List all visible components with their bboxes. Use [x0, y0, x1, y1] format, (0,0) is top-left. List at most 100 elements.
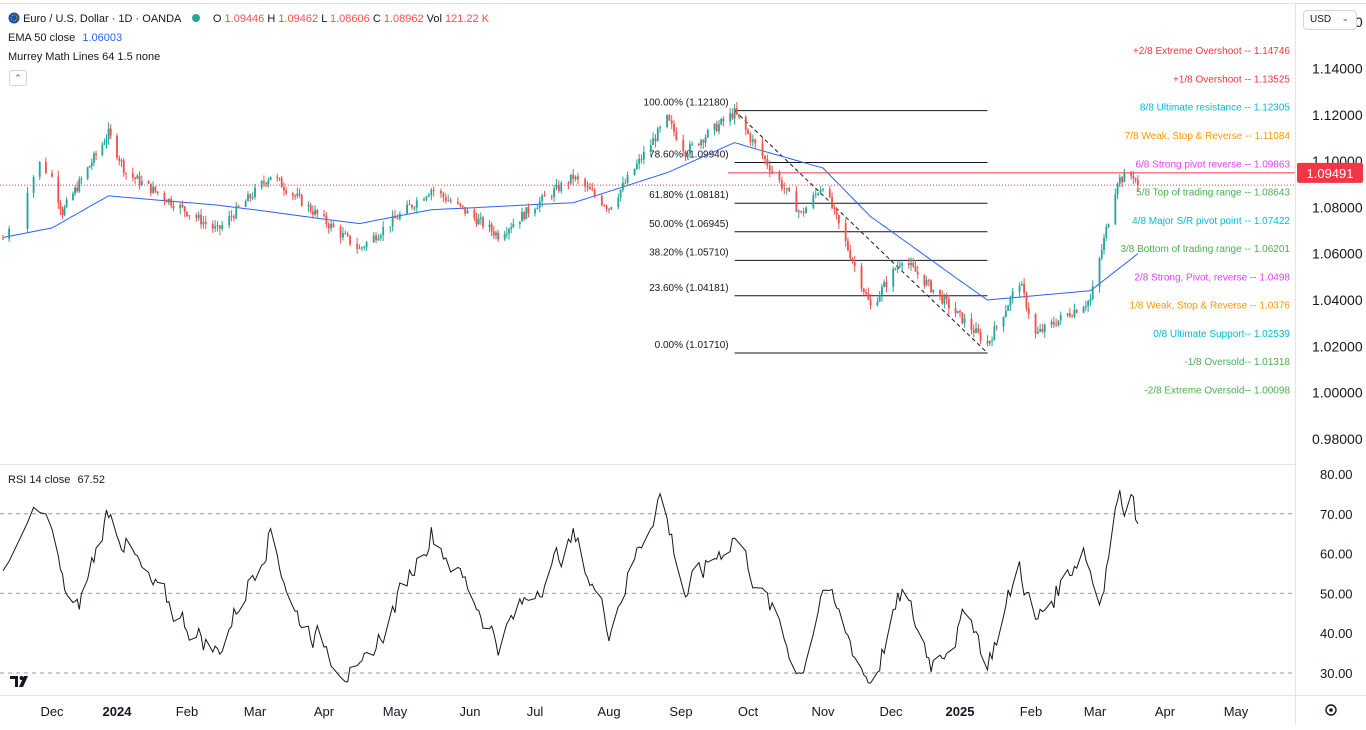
candle-body	[1082, 307, 1085, 313]
candle-body	[814, 193, 817, 195]
candle-body	[447, 200, 450, 202]
candle-body	[847, 240, 849, 251]
candle-body	[136, 175, 139, 179]
logo-t-shape	[10, 676, 18, 687]
candle-body	[738, 114, 740, 118]
candle	[733, 103, 736, 125]
candle	[831, 192, 833, 210]
symbol-title[interactable]: Euro / U.S. Dollar · 1D · OANDA	[23, 13, 181, 25]
candle	[216, 221, 219, 232]
candle	[482, 215, 484, 230]
candle-body	[735, 107, 738, 115]
candle	[1027, 302, 1030, 319]
candle	[932, 289, 935, 295]
candle	[608, 208, 610, 214]
candle-body	[862, 288, 865, 292]
candle-body	[1087, 301, 1090, 307]
candle	[327, 221, 330, 234]
candle	[411, 204, 413, 210]
candle-body	[140, 181, 143, 185]
candle-body	[408, 204, 411, 206]
candle-body	[656, 128, 659, 142]
candle	[492, 226, 495, 240]
candle	[534, 207, 536, 217]
time-axis-tick: Jun	[460, 704, 481, 719]
murrey-line-label: 4/8 Major S/R pivot point -- 1.07422	[1132, 216, 1290, 227]
candle-body	[686, 153, 689, 158]
candle-body	[109, 128, 112, 136]
candle-body	[652, 138, 655, 146]
candle-body	[819, 190, 822, 194]
candle-body	[411, 205, 413, 208]
settings-gear-icon[interactable]	[1325, 704, 1337, 716]
ema-legend[interactable]: EMA 50 close 1.06003	[8, 32, 122, 44]
candle-body	[88, 166, 91, 168]
candle	[749, 131, 752, 146]
candle	[635, 159, 638, 171]
candle-body	[635, 163, 638, 169]
ema-50-layer	[2, 142, 1139, 301]
currency-selector[interactable]: USD ⌄	[1303, 10, 1357, 30]
candle	[567, 180, 570, 190]
candle	[477, 213, 480, 225]
murrey-legend[interactable]: Murrey Math Lines 64 1.5 none	[8, 51, 160, 63]
candle-body	[186, 211, 188, 217]
rsi-legend[interactable]: RSI 14 close 67.52	[8, 474, 105, 486]
candle-body	[993, 326, 996, 341]
candle	[197, 211, 200, 221]
candle	[689, 140, 691, 158]
candle-body	[1020, 284, 1023, 286]
candle-body	[991, 340, 993, 342]
candle-body	[413, 207, 416, 209]
candle-body	[316, 209, 319, 214]
candle	[686, 151, 689, 160]
ohlc-high: 1.09462	[278, 13, 319, 25]
candle	[459, 202, 462, 209]
candle	[780, 177, 783, 192]
candle	[479, 212, 482, 225]
candle-body	[249, 194, 252, 198]
candle	[389, 226, 392, 233]
candle	[649, 139, 652, 157]
candle	[311, 205, 314, 219]
rsi-line	[2, 490, 1139, 684]
candle	[503, 230, 506, 241]
candle-body	[1057, 320, 1060, 326]
candle-body	[80, 178, 83, 180]
candle-body	[666, 115, 668, 127]
chevron-up-icon: ⌃	[14, 73, 22, 83]
candle-body	[482, 217, 484, 227]
candle	[1105, 223, 1108, 242]
candle	[691, 141, 694, 146]
collapse-legend-button[interactable]: ⌃	[9, 70, 27, 86]
candle-body	[38, 161, 41, 177]
candle	[768, 160, 771, 178]
candle-body	[276, 176, 279, 179]
candle-body	[963, 318, 966, 324]
fib-level-label: 100.00% (1.12180)	[644, 98, 729, 109]
candle-body	[2, 238, 4, 240]
candle-body	[1043, 324, 1046, 332]
candle-body	[768, 165, 771, 172]
candle-body	[1011, 291, 1014, 298]
candle-body	[907, 263, 910, 266]
candle	[1004, 304, 1007, 318]
candle-body	[754, 139, 757, 144]
candle	[490, 222, 493, 237]
candle	[1020, 281, 1023, 286]
candle-body	[228, 215, 231, 226]
murrey-line-label: 1/8 Weak, Stop & Reverse -- 1.0376	[1130, 301, 1291, 312]
candle	[181, 200, 184, 209]
candle-body	[659, 126, 662, 129]
time-axis-tick: May	[1224, 704, 1249, 719]
time-axis-tick: 2024	[103, 704, 133, 719]
candle-body	[1118, 177, 1121, 184]
candles-layer	[2, 101, 1139, 347]
candle	[1087, 299, 1090, 313]
candle	[715, 120, 718, 133]
candle-body	[881, 287, 883, 296]
candle	[633, 168, 636, 176]
candle	[78, 176, 81, 193]
candle-body	[107, 128, 110, 140]
